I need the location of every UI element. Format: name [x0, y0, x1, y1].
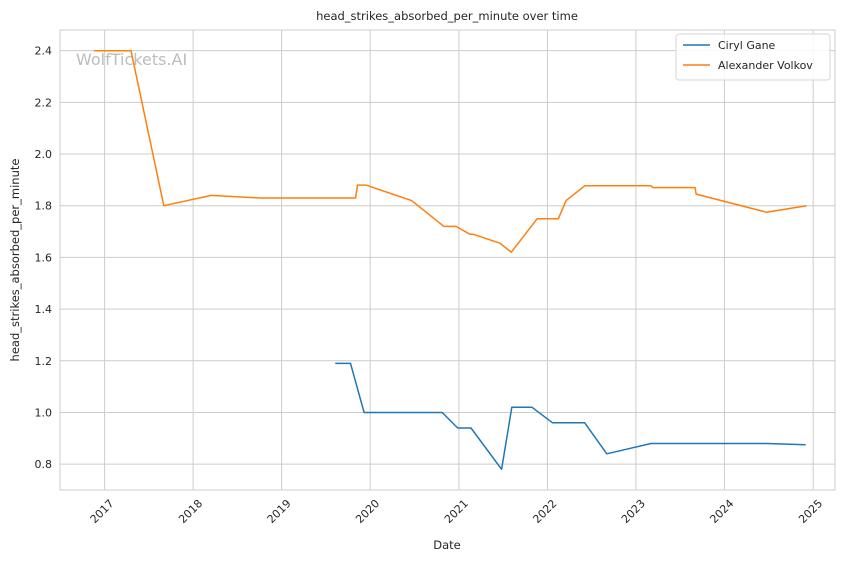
x-tick-label: 2019: [265, 497, 294, 526]
series-line-1: [94, 49, 807, 253]
series-lines: [94, 49, 807, 471]
y-tick-label: 2.2: [35, 96, 53, 109]
x-axis-label: Date: [433, 538, 461, 552]
legend-box: [675, 33, 831, 81]
y-tick-labels: 0.8 1.0 1.2 1.4 1.6 1.8 2.0 2.2 2.4: [35, 45, 53, 471]
y-axis-label: head_strikes_absorbed_per_minute: [8, 159, 22, 362]
x-tick-label: 2021: [442, 497, 471, 526]
y-tick-label: 1.2: [35, 355, 53, 368]
y-tick-label: 1.4: [35, 303, 53, 316]
x-tick-labels: 2017 2018 2019 2020 2021 2022 2023 2024 2025: [88, 497, 826, 526]
x-tick-label: 2025: [796, 497, 825, 526]
watermark: WolfTickets.AI: [76, 50, 187, 69]
x-tick-label: 2018: [176, 497, 205, 526]
y-tick-label: 1.8: [35, 200, 53, 213]
y-tick-label: 2.4: [35, 45, 53, 58]
chart-title: head_strikes_absorbed_per_minute over ti…: [316, 9, 578, 23]
x-tick-label: 2024: [707, 497, 736, 526]
x-tick-label: 2023: [619, 497, 648, 526]
plot-area-frame: [59, 29, 836, 491]
x-tick-label: 2022: [530, 497, 559, 526]
series-line-0: [335, 362, 806, 471]
x-tick-label: 2020: [353, 497, 382, 526]
legend-label: Alexander Volkov: [718, 59, 813, 72]
y-tick-label: 1.6: [35, 251, 53, 264]
legend-label: Ciryl Gane: [718, 39, 776, 52]
legend: Ciryl Gane Alexander Volkov: [675, 33, 831, 81]
y-tick-label: 1.0: [35, 406, 53, 419]
x-tick-label: 2017: [88, 497, 117, 526]
grid: [60, 30, 835, 490]
y-tick-label: 2.0: [35, 148, 53, 161]
y-tick-label: 0.8: [35, 458, 53, 471]
